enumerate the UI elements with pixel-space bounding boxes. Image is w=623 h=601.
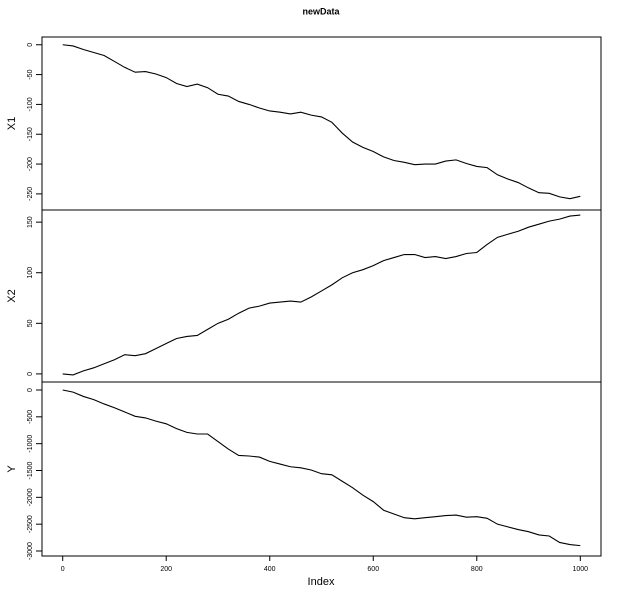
y-tick-label: -100	[27, 97, 34, 111]
x-axis-label: Index	[308, 576, 335, 588]
x-tick-label: 1000	[573, 566, 589, 573]
y-axis-label: X1	[6, 117, 18, 130]
series-line	[62, 44, 581, 200]
panel-frame	[41, 36, 602, 211]
x-tick-label: 200	[160, 566, 172, 573]
x-tick-label: 800	[471, 566, 483, 573]
y-axis-label: Y	[6, 465, 18, 473]
y-axis-label: X2	[6, 289, 18, 302]
y-tick-label: 150	[27, 216, 34, 228]
panel-frame	[41, 381, 602, 557]
y-tick-label: -500	[27, 410, 34, 424]
y-tick-label: 100	[27, 267, 34, 279]
y-tick-label: 50	[27, 319, 34, 327]
x-tick-label: 0	[61, 566, 65, 573]
y-tick-label: 0	[27, 388, 34, 392]
x-tick-label: 400	[264, 566, 276, 573]
y-tick-label: -250	[27, 187, 34, 201]
y-tick-label: -2500	[27, 515, 34, 533]
y-tick-label: -1500	[27, 461, 34, 479]
y-tick-label: 0	[27, 43, 34, 47]
y-tick-label: -150	[27, 127, 34, 141]
panel-frame	[41, 209, 602, 383]
y-tick-label: -3000	[27, 542, 34, 560]
chart-title: newData	[302, 6, 340, 16]
x-tick-label: 600	[367, 566, 379, 573]
y-tick-label: -2000	[27, 488, 34, 506]
y-tick-label: 0	[27, 372, 34, 376]
series-line	[62, 214, 581, 376]
series-line	[62, 389, 581, 547]
y-tick-label: -50	[27, 69, 34, 79]
y-tick-label: -200	[27, 157, 34, 171]
y-tick-label: -1000	[27, 435, 34, 453]
